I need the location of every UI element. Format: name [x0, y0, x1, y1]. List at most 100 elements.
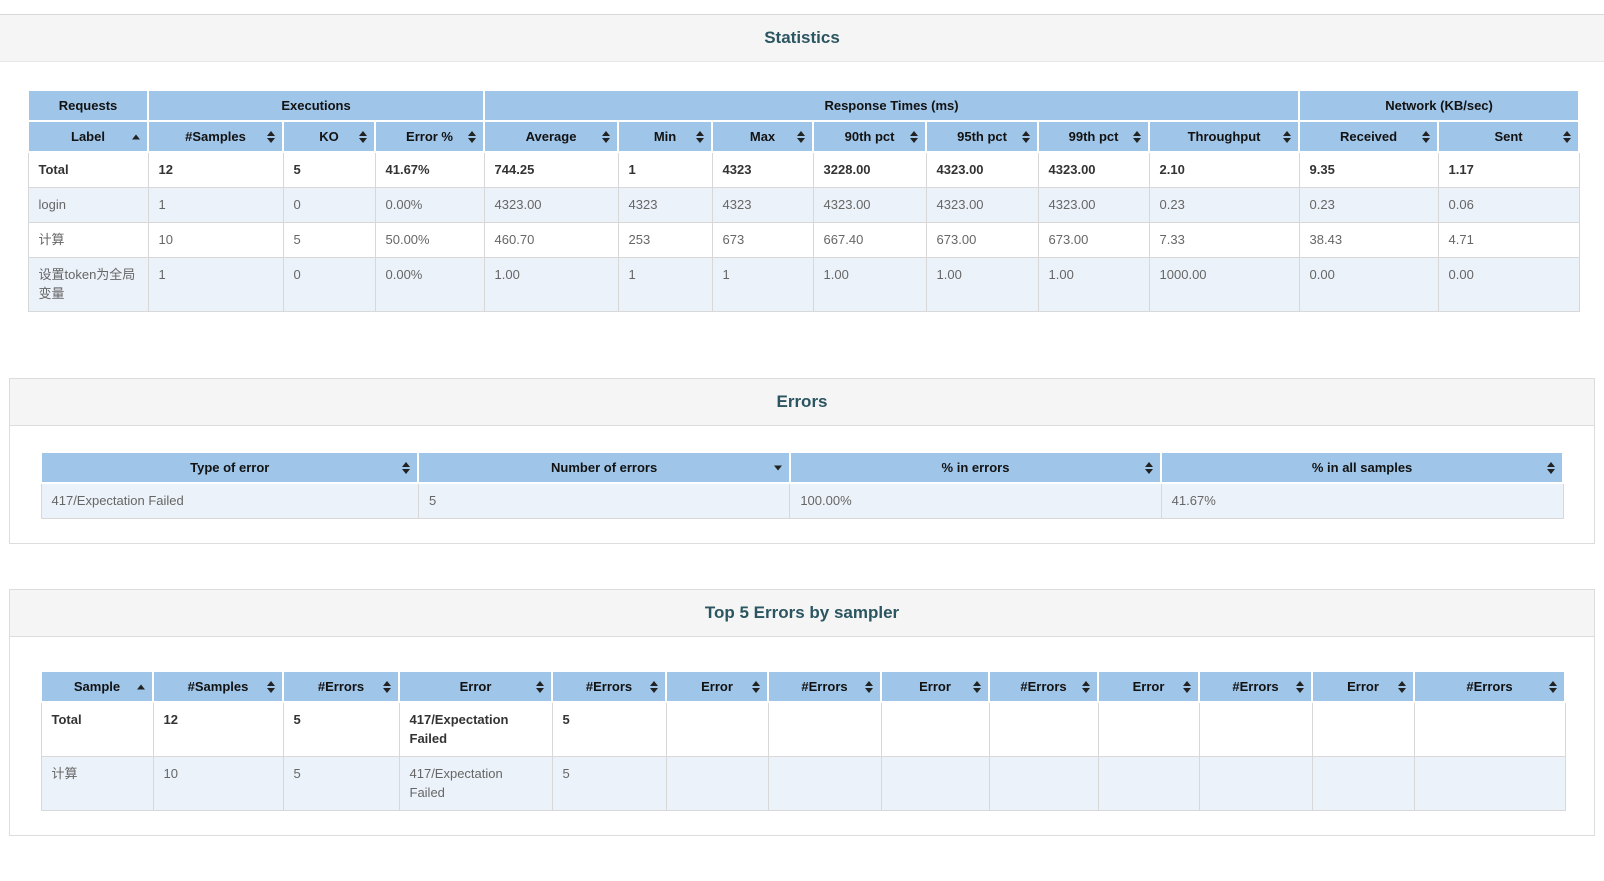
- sort-icon: [1549, 680, 1557, 694]
- group-header-row: Requests Executions Response Times (ms) Net…: [27, 89, 1581, 122]
- cell: 计算: [40, 756, 154, 811]
- sort-icon: [797, 130, 806, 144]
- cell: 10: [147, 222, 284, 258]
- triangle-up: [1296, 680, 1304, 686]
- triangle-up: [1145, 461, 1154, 467]
- sort-icon: [865, 680, 873, 694]
- top5-errors-title: Top 5 Errors by sampler: [704, 603, 900, 622]
- column-header-in-all-samples-3[interactable]: % in all samples: [1160, 451, 1564, 484]
- cell: 1.17: [1437, 151, 1580, 188]
- column-header-errors-10[interactable]: #Errors: [1198, 670, 1313, 703]
- triangle-up: [468, 130, 477, 136]
- column-header-label: Received: [1339, 129, 1398, 144]
- triangle-up: [1422, 130, 1431, 136]
- column-header-errors-6[interactable]: #Errors: [767, 670, 882, 703]
- triangle-up: [973, 680, 981, 686]
- column-header-sample-0[interactable]: Sample: [40, 670, 154, 703]
- column-header-label: Max: [749, 129, 776, 144]
- column-header-label: Number of errors: [551, 460, 658, 475]
- cell: 0.00: [1437, 257, 1580, 312]
- cell: 4323: [711, 187, 814, 223]
- triangle-down: [402, 468, 411, 474]
- column-header-average-4[interactable]: Average: [483, 120, 620, 153]
- triangle-down: [696, 137, 705, 143]
- triangle-up: [797, 130, 806, 136]
- cell: 0.00: [1298, 257, 1439, 312]
- column-header-error-3[interactable]: Error %: [373, 120, 486, 153]
- column-header-error-9[interactable]: Error: [1097, 670, 1200, 703]
- column-header-received-11[interactable]: Received: [1298, 120, 1440, 153]
- column-header-errors-12[interactable]: #Errors: [1413, 670, 1566, 703]
- sort-icon: [1398, 680, 1406, 694]
- column-header-label: #Errors: [1466, 679, 1513, 694]
- cell: [665, 701, 769, 757]
- column-header-90th-pct-7[interactable]: 90th pct: [812, 120, 928, 153]
- cell: 1.00: [1037, 257, 1150, 312]
- cell: 100.00%: [789, 482, 1162, 519]
- column-header-label: 99th pct: [1068, 129, 1119, 144]
- cell: 417/Expectation Failed: [398, 756, 553, 811]
- sort-icon: [1133, 130, 1142, 144]
- column-header-samples-1[interactable]: #Samples: [152, 670, 284, 703]
- triangle-down: [773, 465, 782, 470]
- sort-icon: [1145, 461, 1154, 475]
- triangle-down: [1398, 687, 1406, 693]
- sort-icon: [536, 680, 544, 694]
- column-header-type-of-error-0[interactable]: Type of error: [39, 451, 420, 484]
- column-header-in-errors-2[interactable]: % in errors: [788, 451, 1163, 484]
- cell: 1: [617, 151, 713, 188]
- triangle-up: [132, 134, 140, 139]
- column-header-errors-8[interactable]: #Errors: [988, 670, 1099, 703]
- top-spacer: [0, 0, 1604, 14]
- group-header-requests: Requests: [27, 89, 149, 122]
- sort-asc-icon: [132, 133, 140, 140]
- column-header-samples-1[interactable]: #Samples: [147, 120, 284, 153]
- column-header-label: Error: [919, 679, 951, 694]
- cell: 12: [147, 151, 284, 188]
- column-header-max-6[interactable]: Max: [711, 120, 815, 153]
- column-header-99th-pct-9[interactable]: 99th pct: [1037, 120, 1151, 153]
- errors-table-container: Type of error Number of errors % in errors…: [10, 426, 1594, 543]
- table-row: 计算 10 5 50.00% 460.70 253 673 667.40 673.00 673.0…: [27, 222, 1580, 258]
- cell: [1198, 756, 1313, 811]
- triangle-down: [865, 687, 873, 693]
- triangle-up: [1133, 130, 1142, 136]
- triangle-down: [383, 687, 391, 693]
- column-header-label: 95th pct: [957, 129, 1007, 144]
- sort-icon: [383, 680, 391, 694]
- column-header-number-of-errors-1[interactable]: Number of errors: [417, 451, 791, 484]
- cell: 5: [282, 701, 400, 757]
- column-header-95th-pct-8[interactable]: 95th pct: [925, 120, 1040, 153]
- column-header-label-0[interactable]: Label: [27, 120, 149, 153]
- cell: 计算: [27, 222, 149, 258]
- column-header-label: #Samples: [185, 129, 246, 144]
- column-header-error-3[interactable]: Error: [398, 670, 553, 703]
- sort-icon: [650, 680, 658, 694]
- table-row: 计算 10 5 417/Expectation Failed 5: [40, 756, 1566, 811]
- cell: 0.23: [1148, 187, 1300, 223]
- triangle-down: [1547, 468, 1555, 474]
- top5-errors-header-band: Top 5 Errors by sampler: [10, 590, 1594, 637]
- triangle-down: [1422, 137, 1431, 143]
- triangle-up: [650, 680, 658, 686]
- column-header-ko-2[interactable]: KO: [282, 120, 376, 153]
- triangle-up: [1398, 680, 1406, 686]
- cell: 10: [152, 756, 284, 811]
- column-header-label: Sent: [1494, 129, 1523, 144]
- column-header-throughput-10[interactable]: Throughput: [1148, 120, 1301, 153]
- column-header-errors-2[interactable]: #Errors: [282, 670, 400, 703]
- cell: 12: [152, 701, 284, 757]
- column-header-errors-4[interactable]: #Errors: [551, 670, 667, 703]
- column-header-sent-12[interactable]: Sent: [1437, 120, 1581, 153]
- column-header-min-5[interactable]: Min: [617, 120, 714, 153]
- cell: 设置token为全局变量: [27, 257, 149, 312]
- column-header-error-11[interactable]: Error: [1311, 670, 1415, 703]
- column-header-label: % in all samples: [1311, 460, 1413, 475]
- cell: 1: [711, 257, 814, 312]
- column-header-error-5[interactable]: Error: [665, 670, 769, 703]
- triangle-up: [602, 130, 611, 136]
- column-header-error-7[interactable]: Error: [880, 670, 990, 703]
- column-header-label: Label: [71, 129, 105, 144]
- sort-icon: [910, 130, 919, 144]
- group-header-network-kb-sec: Network (KB/sec): [1298, 89, 1581, 122]
